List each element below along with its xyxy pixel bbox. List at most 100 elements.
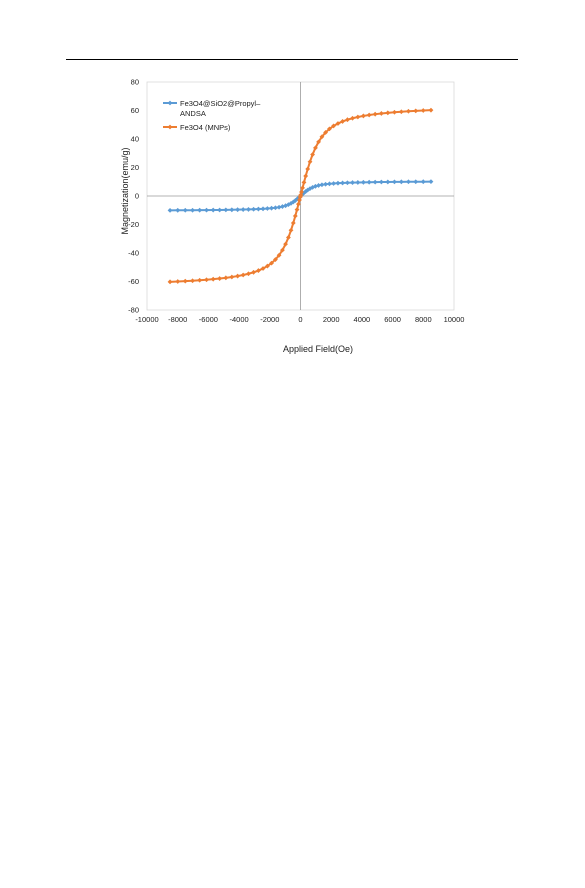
- x-tick-label: -10000: [135, 315, 158, 324]
- series-2-marker: [276, 252, 282, 258]
- x-tick-label: 6000: [384, 315, 401, 324]
- x-tick-label: -8000: [168, 315, 187, 324]
- series-2-marker: [428, 107, 434, 113]
- series-1-marker: [355, 180, 361, 185]
- series-1-marker: [340, 180, 345, 186]
- series-1-marker: [217, 207, 223, 213]
- series-2-marker: [310, 152, 315, 157]
- series-2-marker: [290, 220, 296, 226]
- y-tick-label: 20: [131, 163, 139, 172]
- series-1-marker: [256, 206, 261, 212]
- series-1-marker: [182, 207, 188, 213]
- series-2-marker: [327, 126, 332, 132]
- series-2-marker: [406, 108, 411, 114]
- y-tick-label: -40: [128, 249, 139, 258]
- series-1-marker: [210, 207, 216, 213]
- series-2-marker: [392, 109, 397, 115]
- series-1-marker: [223, 207, 229, 213]
- series-1-marker: [360, 179, 366, 185]
- series-2-marker: [296, 201, 301, 207]
- series-2-marker: [398, 109, 404, 115]
- series-1-marker: [313, 183, 318, 189]
- series-2-marker: [297, 197, 302, 203]
- legend-label: Fe3O4@SiO2@Propyl–: [180, 99, 261, 108]
- series-2-marker: [299, 189, 304, 195]
- y-tick-label: 0: [135, 192, 139, 201]
- series-2-marker: [283, 241, 288, 247]
- series-2-marker: [301, 180, 307, 185]
- x-tick-label: -4000: [230, 315, 249, 324]
- series-1-marker: [345, 180, 350, 186]
- series-2-marker: [246, 271, 251, 277]
- series-1-marker: [323, 181, 328, 187]
- header-rule: [66, 59, 518, 60]
- series-1-marker: [413, 179, 419, 185]
- series-2-marker: [420, 108, 426, 113]
- series-1-marker: [428, 179, 434, 185]
- series-2-marker: [316, 139, 321, 145]
- series-2-marker: [313, 145, 318, 151]
- series-2-marker: [273, 257, 278, 262]
- series-2-marker: [223, 275, 229, 281]
- series-2-marker: [240, 272, 246, 278]
- series-1-marker: [265, 206, 270, 211]
- series-1-marker: [167, 207, 173, 213]
- series-1-marker: [372, 179, 378, 185]
- x-tick-label: -6000: [199, 315, 218, 324]
- series-2-marker: [190, 278, 195, 284]
- series-1-marker: [246, 207, 251, 212]
- series-2-marker: [251, 269, 256, 275]
- legend-label: Fe3O4 (MNPs): [180, 123, 231, 132]
- series-1-marker: [251, 206, 256, 212]
- legend-entry-2: Fe3O4 (MNPs): [163, 123, 231, 132]
- series-1-marker: [327, 181, 332, 187]
- series-2-marker: [294, 207, 300, 212]
- series-1-marker: [385, 179, 391, 185]
- series-1-marker: [286, 202, 291, 208]
- series-2-marker: [366, 112, 372, 118]
- series-2-marker: [280, 247, 285, 253]
- series-1-marker: [269, 205, 274, 211]
- series-1-marker: [190, 207, 195, 213]
- series-2-marker: [307, 159, 313, 165]
- y-tick-label: -20: [128, 220, 139, 229]
- series-1-marker: [305, 187, 311, 193]
- legend-swatch-marker: [167, 100, 173, 106]
- series-2-marker: [355, 114, 361, 120]
- magnetization-chart: -10000 -8000 -6000 -4000 -2000 0 2000 4000 6000 8…: [120, 78, 465, 355]
- series-1-marker: [392, 179, 397, 185]
- legend-swatch-marker: [167, 124, 173, 130]
- series-2-marker: [286, 235, 291, 240]
- series-2-marker: [385, 110, 391, 116]
- x-tick-label: 0: [298, 315, 302, 324]
- series-2-marker: [340, 119, 345, 124]
- y-tick-label: 40: [131, 135, 139, 144]
- series-1-marker: [319, 182, 325, 188]
- series-1-marker: [235, 207, 241, 213]
- series-1-marker: [335, 180, 341, 186]
- series-2-marker: [167, 279, 173, 285]
- y-axis-title: Magnetization(emu/g): [120, 147, 130, 234]
- series-2-marker: [210, 276, 216, 282]
- series-1-marker: [398, 179, 404, 185]
- x-tick-label: 4000: [354, 315, 371, 324]
- legend-entry-1: Fe3O4@SiO2@Propyl–ANDSA: [163, 99, 261, 118]
- series-2-marker: [303, 173, 309, 179]
- x-tick-label: 10000: [444, 315, 465, 324]
- legend-label: ANDSA: [180, 109, 206, 118]
- series-2-marker: [269, 260, 274, 266]
- x-tick-label: 2000: [323, 315, 340, 324]
- series-2-marker: [335, 121, 341, 126]
- y-tick-label: 80: [131, 78, 139, 87]
- series-1-marker: [273, 205, 278, 211]
- x-tick-label: 8000: [415, 315, 432, 324]
- series-1-marker: [406, 179, 411, 185]
- series-2-marker: [350, 115, 355, 121]
- series-2: [167, 107, 434, 285]
- series-2-marker: [235, 273, 241, 279]
- series-2-marker: [360, 113, 366, 119]
- series-2-marker: [378, 111, 384, 116]
- series-1-marker: [307, 186, 313, 191]
- series-1-marker: [378, 179, 384, 185]
- series-1-marker: [229, 207, 235, 213]
